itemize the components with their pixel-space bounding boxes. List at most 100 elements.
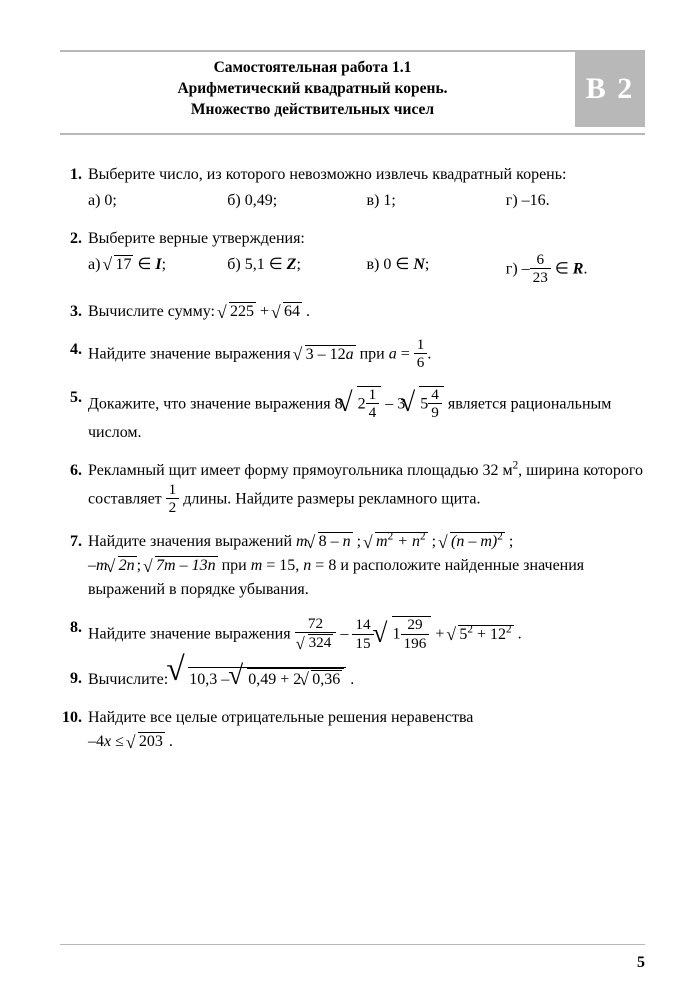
var: m — [376, 533, 388, 550]
numerator: 72 — [295, 616, 337, 633]
problem-number: 1. — [60, 163, 88, 213]
var: n — [343, 533, 351, 550]
problem-number: 6. — [60, 459, 88, 516]
radicand: 7m – 13n — [155, 556, 218, 575]
sqrt-icon: 214 — [343, 386, 382, 421]
denominator: 2 — [166, 499, 180, 515]
radicand: 8 – n — [318, 532, 353, 551]
problem-body: Вычислите: 10,3 – 0,49 + 20,36 . — [88, 667, 645, 692]
sqrt-icon: 549 — [405, 386, 444, 421]
problem-number: 2. — [60, 227, 88, 286]
problem-body: Докажите, что значение выражения 8214 – … — [88, 386, 645, 445]
txt: = — [397, 346, 414, 363]
txt: Рекламный щит имеет форму прямоугольника… — [88, 462, 513, 479]
option-a: а) 17 ∈ I; — [88, 253, 227, 286]
sqrt-icon: 64 — [273, 300, 302, 324]
problem-6: 6. Рекламный щит имеет форму прямоугольн… — [60, 459, 645, 516]
fraction: 14 — [366, 387, 380, 420]
txt: Найдите значение выражения — [88, 346, 295, 363]
option-b: б) 0,49; — [227, 189, 366, 213]
radicand: 549 — [419, 386, 444, 421]
txt: ; — [296, 256, 300, 273]
problem-number: 5. — [60, 386, 88, 445]
sqrt-icon: 203 — [128, 730, 165, 754]
txt: при — [218, 557, 251, 574]
denominator: 324 — [295, 633, 337, 652]
radicand: 64 — [283, 302, 302, 321]
option-c: в) 1; — [367, 189, 506, 213]
problem-body: Рекламный щит имеет форму прямоугольника… — [88, 459, 645, 516]
sup: 2 — [420, 531, 426, 543]
txt: Найдите все целые отрицательные решения … — [88, 709, 473, 726]
sqrt-icon: 8 – n — [308, 530, 353, 554]
denominator: 15 — [352, 635, 373, 651]
var: m — [251, 557, 263, 574]
sqrt-icon: 52 + 122 — [448, 623, 513, 647]
txt: = 15, — [262, 557, 303, 574]
problem-10: 10. Найдите все целые отрицательные реше… — [60, 706, 645, 754]
denominator: 23 — [530, 269, 551, 285]
radicand: (n – m)2 — [450, 532, 505, 551]
problem-8: 8. Найдите значение выражения 72324 – 14… — [60, 616, 645, 653]
numerator: 6 — [530, 252, 551, 269]
txt: – — [336, 626, 352, 643]
radicand: 324 — [308, 634, 334, 652]
page: Самостоятельная работа 1.1 Арифметически… — [0, 0, 700, 808]
fraction: 16 — [414, 337, 428, 370]
problem-5: 5. Докажите, что значение выражения 8214… — [60, 386, 645, 445]
problem-number: 4. — [60, 338, 88, 371]
txt: Найдите значение выражения — [88, 626, 295, 643]
header: Самостоятельная работа 1.1 Арифметически… — [60, 52, 645, 127]
radicand: m2 + n2 — [375, 532, 428, 551]
sqrt-icon: m2 + n2 — [365, 530, 428, 554]
sqrt-icon: 2n — [108, 554, 137, 578]
problem-list: 1. Выберите число, из которого невозможн… — [60, 163, 645, 754]
txt: 3 – 12 — [306, 346, 346, 363]
option-b: б) 5,1 ∈ Z; — [227, 253, 366, 286]
page-number: 5 — [637, 954, 645, 972]
problem-number: 9. — [60, 667, 88, 692]
title-line1: Самостоятельная работа 1.1 — [214, 59, 412, 76]
txt: ; — [162, 256, 166, 273]
numerator: 29 — [401, 617, 430, 634]
set: R — [573, 260, 584, 277]
radicand: 203 — [138, 732, 165, 751]
option-row: а) 17 ∈ I; б) 5,1 ∈ Z; в) 0 ∈ N; г) –623… — [88, 253, 645, 286]
option-d: г) –623 ∈ R. — [506, 253, 645, 286]
radicand: 0,36 — [311, 670, 342, 689]
denominator: 196 — [401, 635, 430, 651]
var: a — [389, 346, 397, 363]
txt: . — [427, 346, 431, 363]
txt: при — [356, 346, 389, 363]
radicand: 129196 — [392, 616, 432, 651]
problem-number: 7. — [60, 530, 88, 602]
fraction: 49 — [428, 387, 442, 420]
sqrt-icon: 225 — [219, 300, 256, 324]
numerator: 1 — [414, 337, 428, 354]
title-line2: Арифметический квадратный корень. — [177, 80, 447, 97]
problem-body: Выберите число, из которого невозможно и… — [88, 163, 645, 213]
problem-number: 8. — [60, 616, 88, 653]
header-title: Самостоятельная работа 1.1 Арифметически… — [60, 52, 575, 127]
problem-1: 1. Выберите число, из которого невозможн… — [60, 163, 645, 213]
txt: 8 – — [319, 533, 343, 550]
problem-body: Вычислите сумму: 225 + 64 . — [88, 300, 645, 324]
txt: – — [88, 557, 96, 574]
txt: ∈ — [133, 256, 155, 273]
int: 1 — [393, 626, 401, 643]
radicand: 52 + 122 — [458, 625, 513, 644]
numerator: 1 — [166, 482, 180, 499]
fraction: 12 — [166, 482, 180, 515]
denominator: 4 — [366, 404, 380, 420]
txt: . — [514, 626, 522, 643]
txt: длины. Найдите размеры рекламного щита. — [179, 490, 480, 507]
title-line3: Множество действительных чисел — [191, 101, 434, 118]
txt: Найдите значения выражений — [88, 533, 296, 550]
radicand: 214 — [357, 386, 382, 421]
numerator: 4 — [428, 387, 442, 404]
denominator: 6 — [414, 354, 428, 370]
txt: в) 0 ∈ — [367, 256, 414, 273]
txt: Вычислите: — [88, 671, 172, 688]
txt: ; — [425, 256, 429, 273]
sqrt-icon: 3 – 12a — [295, 343, 356, 367]
